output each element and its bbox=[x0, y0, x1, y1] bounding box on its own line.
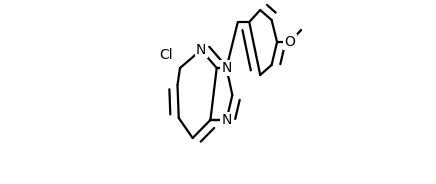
Text: N: N bbox=[221, 113, 232, 127]
Text: Cl: Cl bbox=[159, 48, 173, 62]
Text: O: O bbox=[284, 35, 295, 49]
Text: N: N bbox=[221, 61, 232, 75]
Text: N: N bbox=[196, 43, 206, 57]
